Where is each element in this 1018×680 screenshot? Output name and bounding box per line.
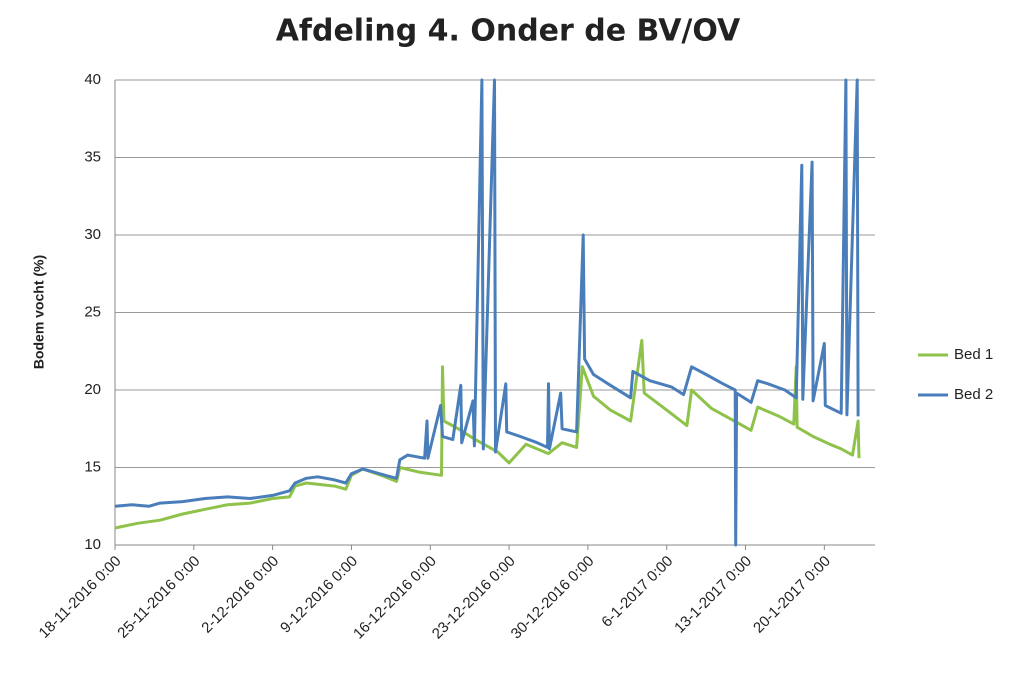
x-tick-label: 23-12-2016 0:00	[429, 553, 519, 643]
x-tick-label: 9-12-2016 0:00	[277, 553, 361, 637]
y-tick-label: 30	[84, 226, 101, 243]
line-series	[114, 338, 861, 530]
chart-title: Afdeling 4. Onder de BV/OV	[276, 14, 741, 49]
y-tick-label: 10	[84, 536, 101, 553]
x-tick-label: 2-12-2016 0:00	[198, 553, 282, 637]
x-tick-label: 16-12-2016 0:00	[350, 553, 440, 643]
x-tick-label: 6-1-2017 0:00	[598, 553, 676, 631]
y-axis-label: Bodem vocht (%)	[31, 255, 47, 369]
line-series	[114, 78, 860, 547]
x-tick-label: 13-1-2017 0:00	[671, 553, 755, 637]
legend-label: Bed 1	[954, 346, 993, 363]
y-tick-label: 15	[84, 458, 101, 475]
x-tick-label: 30-12-2016 0:00	[508, 553, 598, 643]
y-tick-label: 40	[84, 71, 101, 88]
legend-label: Bed 2	[954, 386, 993, 403]
y-tick-label: 35	[84, 148, 101, 165]
y-tick-label: 25	[84, 303, 101, 320]
x-tick-label: 18-11-2016 0:00	[36, 553, 125, 642]
y-tick-label: 20	[84, 381, 101, 398]
x-tick-label: 20-1-2017 0:00	[750, 553, 834, 637]
x-tick-label: 25-11-2016 0:00	[114, 553, 203, 642]
